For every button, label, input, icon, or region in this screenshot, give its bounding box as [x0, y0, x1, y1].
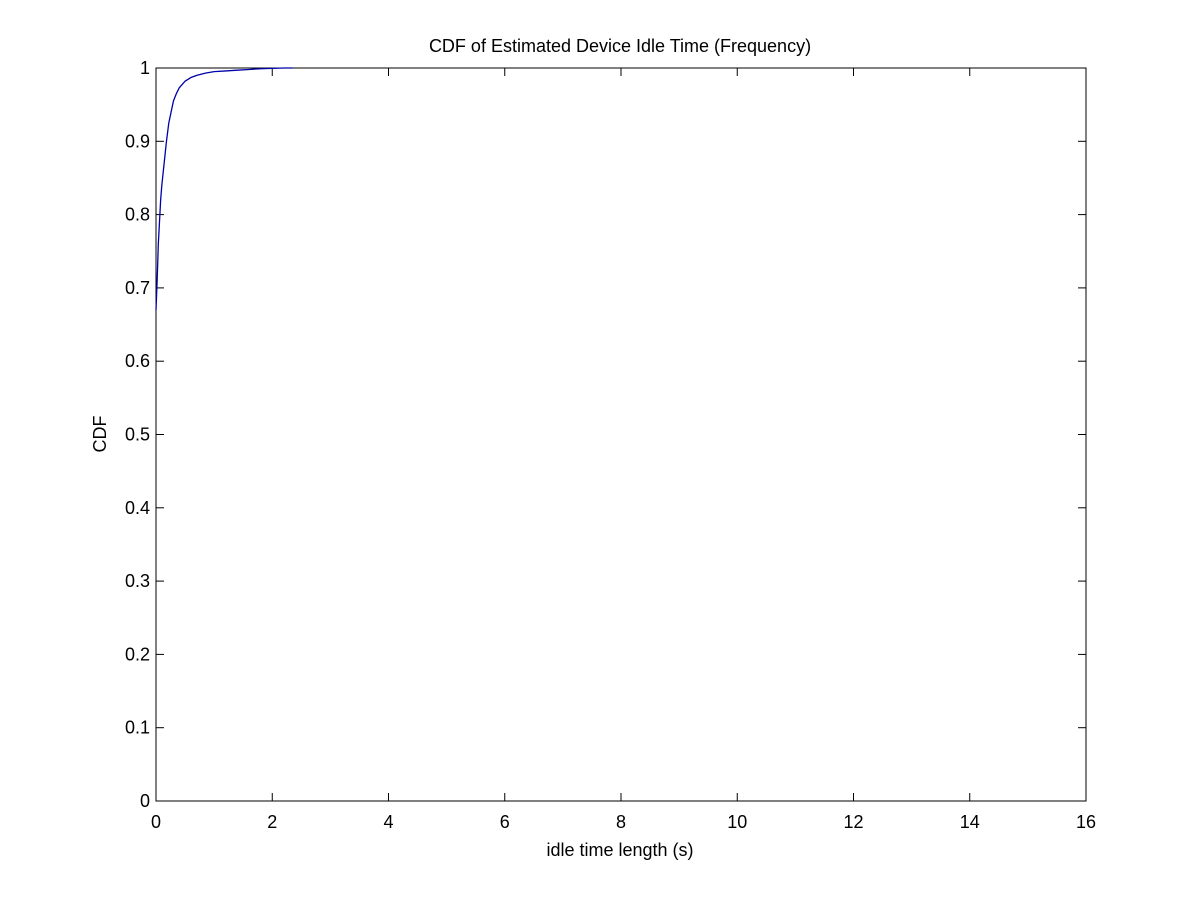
- y-tick-label: 0.2: [125, 644, 150, 664]
- y-tick-label: 0.4: [125, 498, 150, 518]
- x-tick-label: 2: [267, 812, 277, 832]
- plot-area-frame: [155, 67, 1087, 802]
- y-tick-label: 0.8: [125, 205, 150, 225]
- x-tick-label: 8: [616, 812, 626, 832]
- x-tick-label: 4: [383, 812, 393, 832]
- x-tick-label: 14: [960, 812, 980, 832]
- x-tick-label: 6: [500, 812, 510, 832]
- y-tick-label: 0: [140, 791, 150, 811]
- y-tick-label: 1: [140, 58, 150, 78]
- x-tick-label: 12: [843, 812, 863, 832]
- y-tick-label: 0.1: [125, 718, 150, 738]
- x-tick-label: 0: [151, 812, 161, 832]
- cdf-series-line: [155, 67, 293, 310]
- x-tick-label: 16: [1076, 812, 1096, 832]
- x-axis-label: idle time length (s): [546, 840, 693, 860]
- x-tick-label: 10: [727, 812, 747, 832]
- y-tick-label: 0.5: [125, 425, 150, 445]
- y-tick-label: 0.7: [125, 278, 150, 298]
- series-layer: [155, 67, 293, 310]
- chart-title: CDF of Estimated Device Idle Time (Frequ…: [429, 36, 811, 56]
- y-tick-label: 0.3: [125, 571, 150, 591]
- y-tick-label: 0.9: [125, 131, 150, 151]
- y-axis-label: CDF: [90, 416, 110, 453]
- y-tick-label: 0.6: [125, 351, 150, 371]
- ticks-layer: 0 2 4 6 8 10 12 14 16 0 0.1 0.2 0.3 0.4 0.5 0.6 0.7 0.8 0.…: [125, 58, 1096, 832]
